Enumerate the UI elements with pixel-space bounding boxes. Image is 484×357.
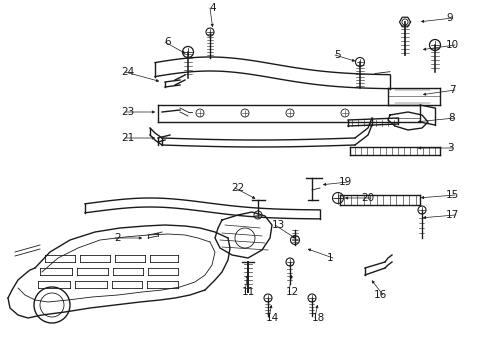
Text: 4: 4 (209, 3, 216, 13)
Text: 2: 2 (114, 233, 121, 243)
Text: 20: 20 (361, 193, 374, 203)
Text: 15: 15 (444, 190, 458, 200)
Text: 11: 11 (241, 287, 254, 297)
Text: 17: 17 (444, 210, 458, 220)
Text: 13: 13 (271, 220, 284, 230)
Text: 19: 19 (338, 177, 351, 187)
Text: 7: 7 (448, 85, 454, 95)
Text: 5: 5 (334, 50, 341, 60)
Text: 6: 6 (165, 37, 171, 47)
Text: 23: 23 (121, 107, 135, 117)
Text: 8: 8 (448, 113, 454, 123)
Text: 12: 12 (285, 287, 298, 297)
Text: 24: 24 (121, 67, 135, 77)
Text: 18: 18 (311, 313, 324, 323)
Text: 3: 3 (446, 143, 453, 153)
Text: 10: 10 (444, 40, 457, 50)
Text: 9: 9 (446, 13, 453, 23)
Text: 22: 22 (231, 183, 244, 193)
Text: 14: 14 (265, 313, 278, 323)
Text: 1: 1 (326, 253, 333, 263)
Text: 21: 21 (121, 133, 135, 143)
Text: 16: 16 (373, 290, 386, 300)
